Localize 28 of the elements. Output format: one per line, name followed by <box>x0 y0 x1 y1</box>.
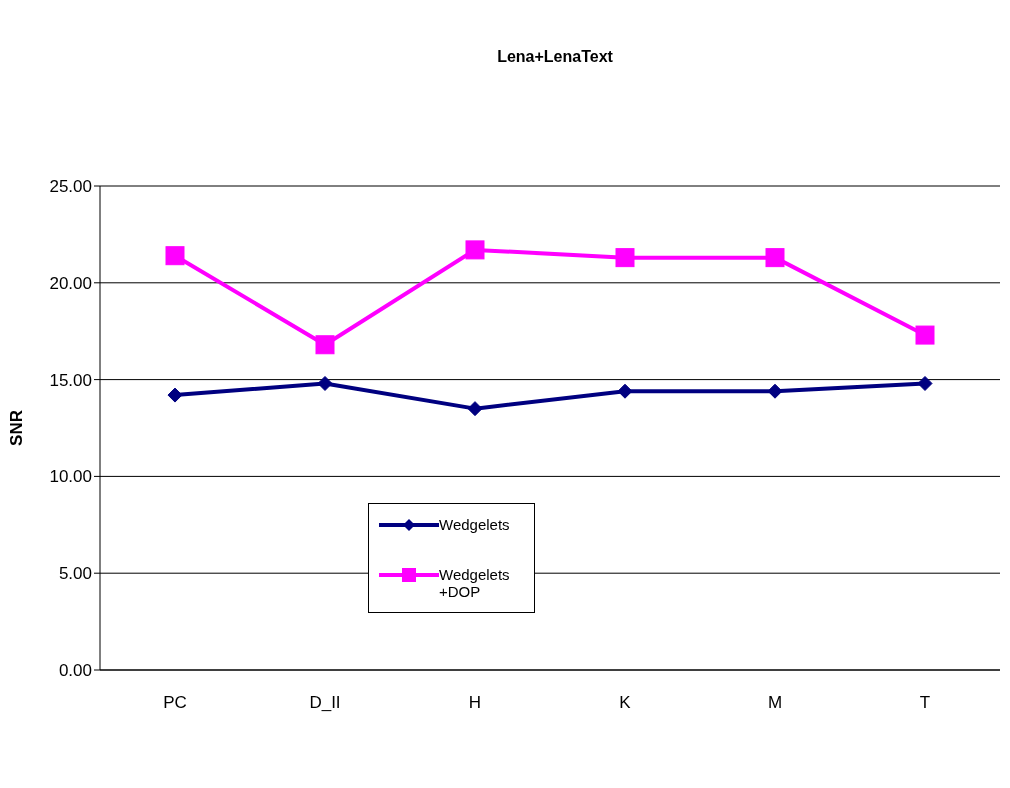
x-tick-label: T <box>919 693 931 713</box>
y-tick-label: 15.00 <box>49 370 92 390</box>
x-tick-label: K <box>619 693 632 713</box>
x-tick-label: H <box>468 693 482 713</box>
point <box>167 387 183 403</box>
point <box>165 246 185 266</box>
point <box>315 335 335 355</box>
legend-label: Wedgelets <box>439 516 511 533</box>
y-tick-label: 0.00 <box>58 661 92 681</box>
point <box>767 383 783 399</box>
point <box>615 248 635 268</box>
x-tick-label: M <box>767 693 783 713</box>
point <box>467 401 483 417</box>
x-tick-label: PC <box>163 693 187 713</box>
point <box>465 240 485 260</box>
y-tick-label: 25.00 <box>49 177 92 197</box>
y-tick-label: 5.00 <box>58 564 92 584</box>
y-tick-label: 20.00 <box>49 273 92 293</box>
x-tick-label: D_II <box>309 693 341 713</box>
y-tick-label: 10.00 <box>49 467 92 487</box>
chart-title: Lena+LenaText <box>496 48 614 66</box>
point <box>765 248 785 268</box>
point <box>317 375 333 391</box>
point <box>617 383 633 399</box>
legend-label: Wedgelets +DOP <box>439 566 511 600</box>
point <box>917 375 933 391</box>
point <box>915 325 935 345</box>
y-axis-title: SNR <box>7 410 27 446</box>
